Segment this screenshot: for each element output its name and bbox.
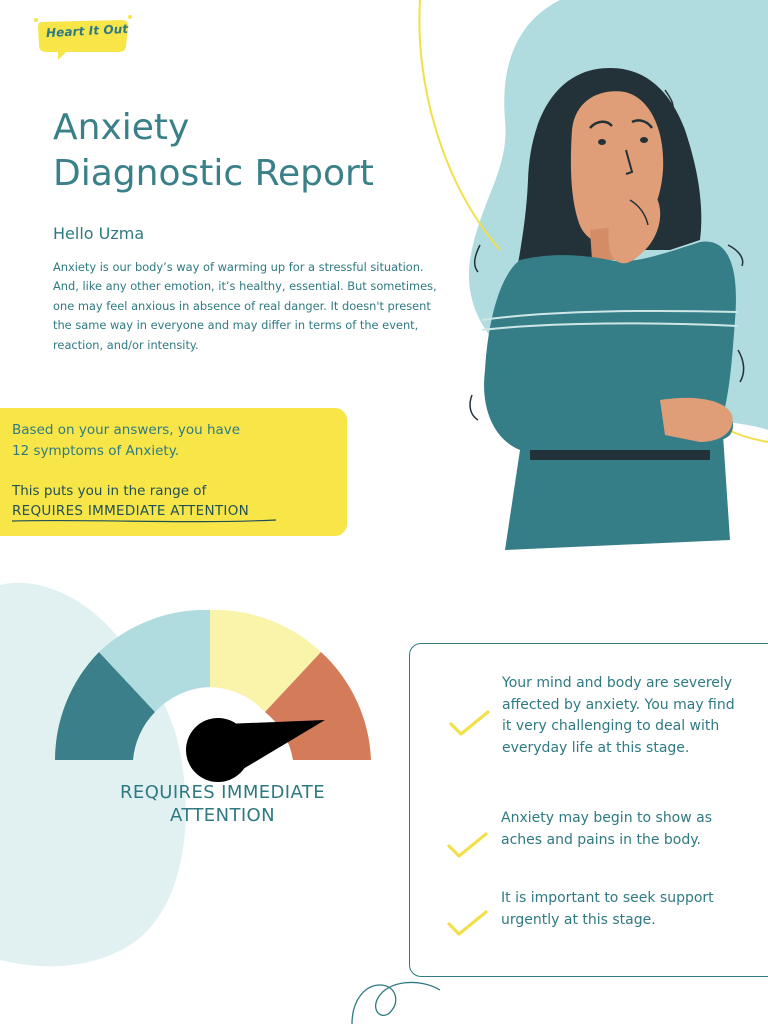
result-summary: Based on your answers, you have 12 sympt… [12,420,332,462]
gauge-needle [186,718,325,782]
page-title: Anxiety Diagnostic Report [53,105,374,197]
info-item-2: Anxiety may begin to show as aches and p… [501,810,713,848]
severity-gauge [55,609,371,782]
intro-paragraph: Anxiety is our body’s way of warming up … [53,260,437,352]
gauge-segment-1 [55,652,155,760]
gauge-label: REQUIRES IMMEDIATE ATTENTION [90,781,355,827]
range-intro: This puts you in the range of [12,483,207,499]
info-item-1: Your mind and body are severely affected… [502,675,735,756]
gauge-label-line-1: REQUIRES IMMEDIATE [120,782,325,803]
range-underline [11,519,277,523]
title-line-2: Diagnostic Report [53,153,374,194]
check-icon [447,832,488,858]
result-callout [0,408,347,536]
symptom-count: 12 [12,443,30,459]
info-card [409,643,768,977]
info-item-3: It is important to seek support urgently… [501,890,714,928]
range-label: REQUIRES IMMEDIATE ATTENTION [12,503,250,519]
gauge-segment-2 [99,609,210,712]
greeting: Hello Uzma [53,224,145,243]
answers-text: Based on your answers, you have [12,422,241,438]
symptoms-suffix: symptoms of Anxiety. [33,443,180,459]
check-icon [447,910,488,936]
logo [34,15,132,60]
check-icon [449,710,490,736]
title-line-1: Anxiety [53,107,190,148]
anxious-woman-illustration [469,68,745,551]
gauge-segment-3 [210,609,321,712]
gauge-label-line-2: ATTENTION [170,805,275,826]
